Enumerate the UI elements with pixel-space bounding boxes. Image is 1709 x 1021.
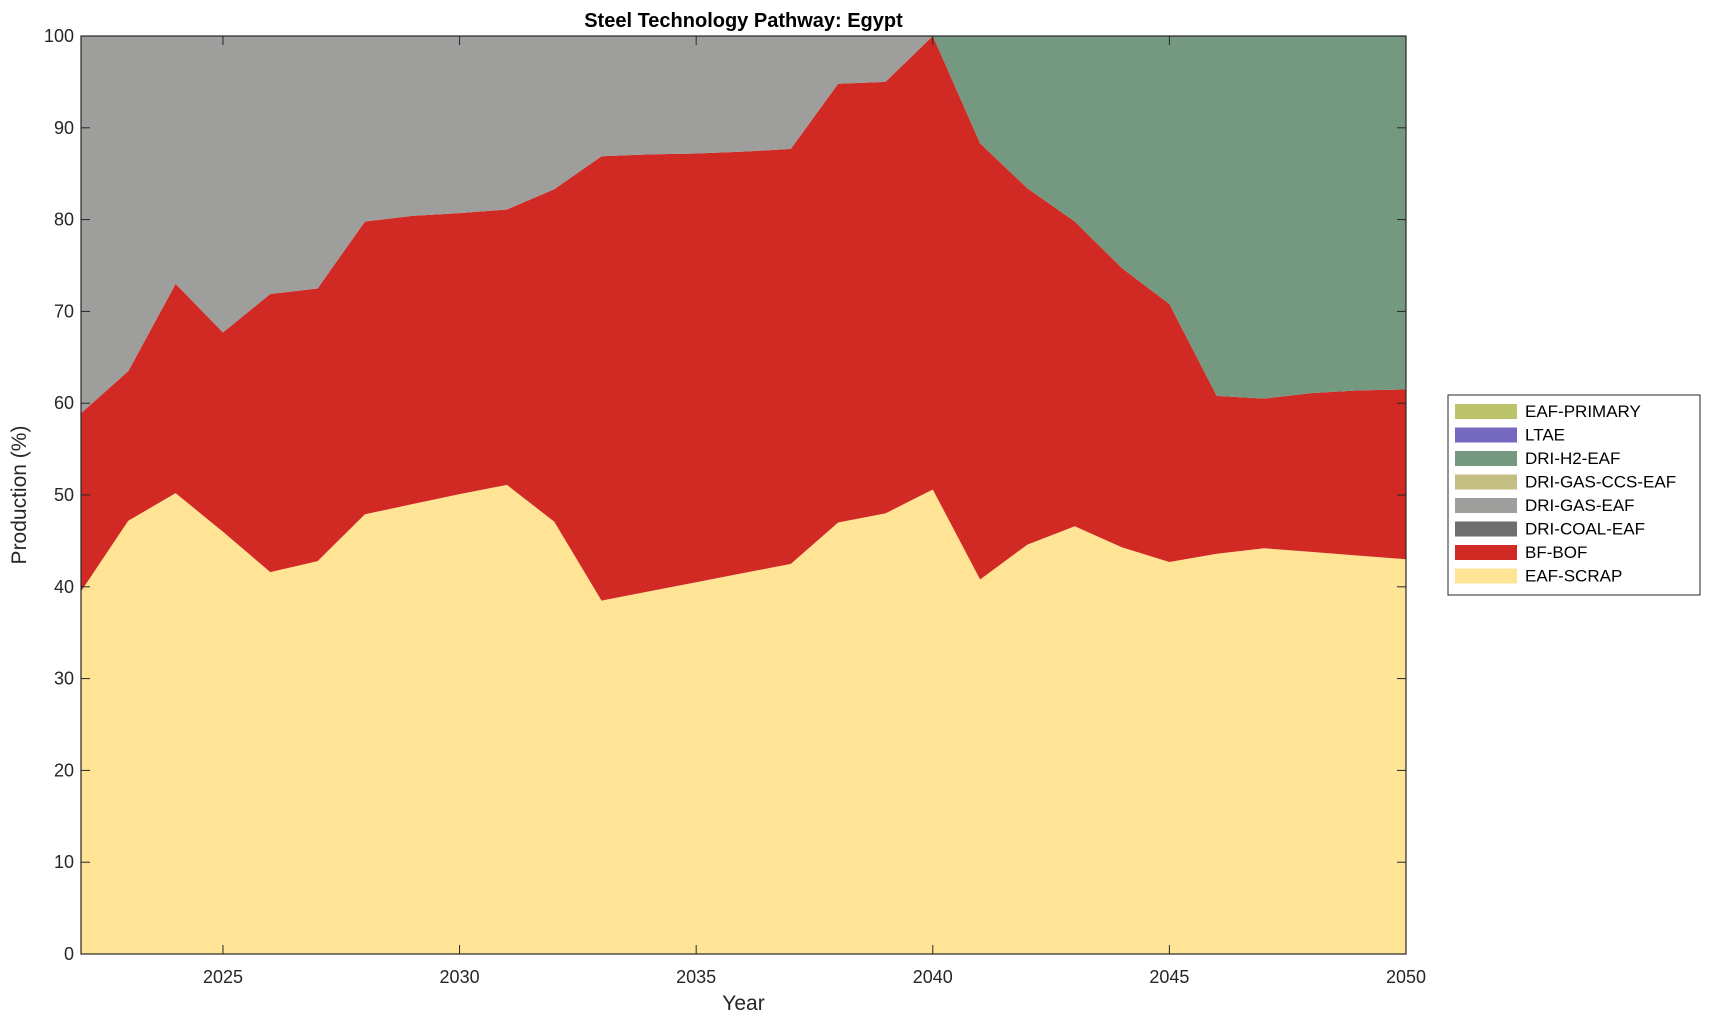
y-tick-label: 80: [54, 210, 74, 230]
legend-box: [1447, 394, 1701, 596]
legend-label-bf-bof: BF-BOF: [1525, 543, 1587, 562]
legend-swatch-dri-gas-eaf: [1455, 498, 1517, 513]
x-axis-label: Year: [722, 992, 764, 1015]
y-axis-label: Production (%): [8, 426, 31, 565]
x-tick-label: 2050: [1386, 967, 1426, 987]
legend-label-dri-gas-eaf: DRI-GAS-EAF: [1525, 496, 1635, 515]
y-tick-label: 10: [54, 852, 74, 872]
y-tick-label: 100: [44, 26, 74, 46]
x-tick-label: 2035: [676, 967, 716, 987]
x-tick-label: 2025: [203, 967, 243, 987]
legend: EAF-PRIMARY LTAE DRI-H2-EAF DRI-GAS-CCS-EAF…: [1447, 394, 1701, 596]
legend-swatch-eaf-scrap: [1455, 568, 1517, 584]
legend-swatch-dri-coal-eaf: [1455, 521, 1517, 537]
legend-swatch-dri-gas-ccs-eaf: [1455, 474, 1517, 490]
legend-label-eaf-primary: EAF-PRIMARY: [1525, 402, 1641, 421]
legend-label-dri-gas-ccs-eaf: DRI-GAS-CCS-EAF: [1525, 473, 1676, 492]
legend-swatch-bf-bof: [1455, 545, 1517, 560]
y-tick-label: 90: [54, 118, 74, 138]
area-eaf-scrap: [81, 484, 1406, 954]
y-tick-label: 40: [54, 577, 74, 597]
y-tick-label: 70: [54, 301, 74, 321]
y-tick-label: 50: [54, 485, 74, 505]
y-tick-label: 30: [54, 669, 74, 689]
y-tick-label: 60: [54, 393, 74, 413]
y-tick-label: 0: [64, 944, 74, 964]
chart-title: Steel Technology Pathway: Egypt: [584, 10, 903, 32]
legend-label-ltae: LTAE: [1525, 426, 1565, 445]
x-tick-label: 2030: [440, 967, 480, 987]
area-bf-bof: [81, 36, 1406, 601]
legend-label-dri-coal-eaf: DRI-COAL-EAF: [1525, 520, 1645, 539]
legend-label-dri-h2-eaf: DRI-H2-EAF: [1525, 449, 1620, 468]
legend-swatch-dri-h2-eaf: [1455, 451, 1517, 466]
x-tick-label: 2045: [1149, 967, 1189, 987]
y-tick-label: 20: [54, 760, 74, 780]
area-dri-h2-eaf: [81, 36, 1406, 399]
legend-label-eaf-scrap: EAF-SCRAP: [1525, 567, 1622, 586]
area-dri-gas-eaf: [81, 36, 1406, 414]
legend-swatch-eaf-primary: [1455, 404, 1517, 419]
area-series-group: [81, 36, 1406, 954]
legend-swatch-ltae: [1455, 427, 1517, 443]
x-tick-label: 2040: [913, 967, 953, 987]
